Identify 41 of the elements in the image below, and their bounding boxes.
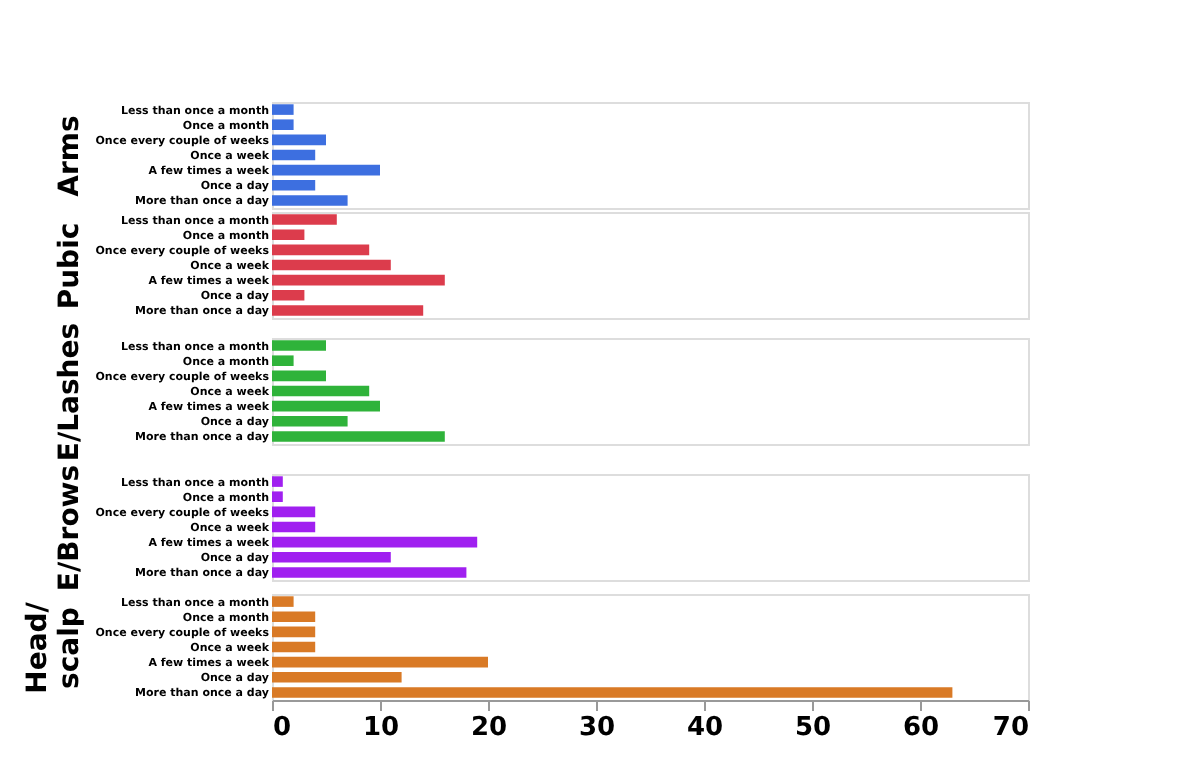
x-tick-label: 50 bbox=[794, 713, 832, 743]
bar bbox=[272, 104, 294, 115]
bar bbox=[272, 229, 305, 241]
y-axis-title: Pubic bbox=[53, 222, 86, 310]
bar bbox=[272, 567, 467, 578]
bar bbox=[272, 370, 326, 382]
bar bbox=[272, 400, 380, 412]
x-tick-label: 10 bbox=[362, 713, 400, 743]
bar bbox=[272, 179, 316, 191]
bar bbox=[272, 385, 370, 397]
bar bbox=[272, 536, 478, 548]
y-axis-title: E/Lashes bbox=[53, 322, 86, 462]
bar bbox=[272, 244, 370, 256]
bar bbox=[272, 355, 294, 367]
y-axis-title: E/Brows bbox=[53, 464, 86, 592]
bar bbox=[272, 491, 283, 503]
y-axis-title: Head/ scalp bbox=[21, 600, 86, 694]
bar bbox=[272, 195, 348, 206]
bar bbox=[272, 506, 316, 518]
bar bbox=[272, 551, 391, 563]
bar bbox=[272, 149, 316, 161]
y-axis-title: Arms bbox=[53, 115, 86, 197]
x-tick-label: 20 bbox=[470, 713, 508, 743]
x-tick-label: 60 bbox=[902, 713, 940, 743]
bar bbox=[272, 164, 380, 176]
bar bbox=[272, 431, 445, 442]
bar bbox=[272, 214, 337, 225]
bar bbox=[272, 274, 445, 286]
x-tick-label: 70 bbox=[992, 713, 1029, 743]
bar bbox=[272, 521, 316, 533]
bar bbox=[272, 415, 348, 427]
x-tick-label: 30 bbox=[578, 713, 616, 743]
bar bbox=[272, 305, 424, 316]
bar bbox=[272, 259, 391, 271]
bar bbox=[272, 476, 283, 487]
bar bbox=[272, 289, 305, 301]
bar bbox=[272, 119, 294, 131]
x-tick-label: 0 bbox=[273, 713, 292, 743]
bar bbox=[272, 134, 326, 146]
bar bbox=[272, 340, 326, 351]
x-tick-label: 40 bbox=[686, 713, 724, 743]
